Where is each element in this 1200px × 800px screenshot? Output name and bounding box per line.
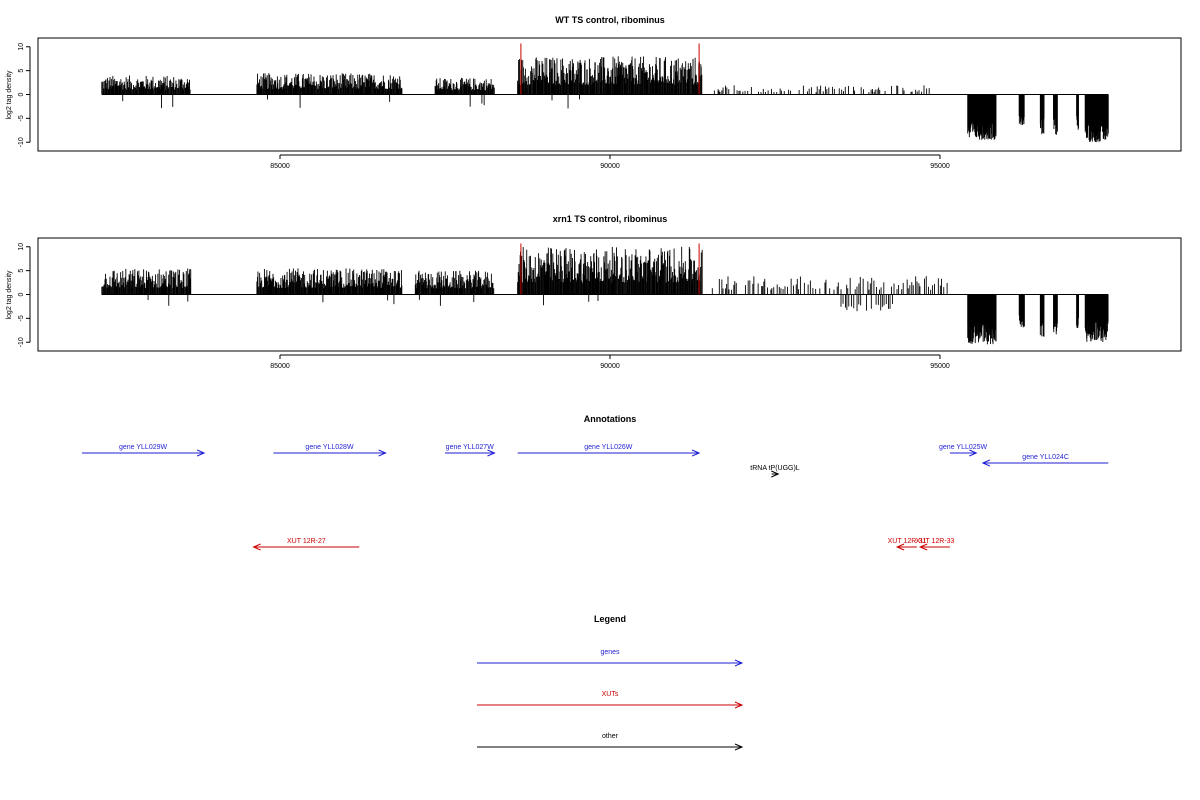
feature-label: gene YLL024C: [1022, 454, 1069, 461]
feature-label: gene YLL025W: [939, 444, 988, 451]
y-tick-label: -5: [18, 115, 25, 121]
arrow-head-icon: [981, 459, 991, 467]
legend-panel: Legend genes XUTs other: [477, 614, 744, 751]
annotation-features: gene YLL029W gene YLL028W gene YLL027W gene…: [82, 444, 1109, 551]
wt-track-title: WT TS control, ribominus: [555, 15, 665, 25]
y-tick-label: 5: [18, 69, 25, 73]
arrow-head-icon: [691, 449, 701, 457]
x-tick-label: 90000: [600, 363, 620, 370]
legend-title: Legend: [594, 614, 626, 624]
x-tick-label: 85000: [270, 363, 290, 370]
legend-entry: genes: [477, 649, 744, 667]
x-tick-label: 90000: [600, 163, 620, 170]
wt-track-bars: [101, 43, 1109, 143]
wt-track-ylabel: log2 tag density: [6, 70, 13, 120]
arrow-head-icon: [734, 701, 744, 709]
x-tick-label: 95000: [930, 163, 950, 170]
xrn1-track-panel: xrn1 TS control, ribominus log2 tag dens…: [6, 214, 1182, 370]
feature-label: gene YLL027W: [446, 444, 495, 451]
xrn1-track-plot-frame: [37, 237, 1182, 352]
annotation-feature: gene YLL028W: [273, 444, 387, 457]
y-tick-label: -5: [18, 315, 25, 321]
wt-track-panel: WT TS control, ribominus log2 tag densit…: [6, 15, 1182, 170]
annotation-feature: gene YLL026W: [517, 444, 701, 457]
arrow-head-icon: [969, 449, 978, 457]
arrow-head-icon: [378, 449, 387, 457]
y-tick-label: -10: [18, 137, 25, 147]
legend-label: other: [602, 733, 619, 740]
xrn1-track-title: xrn1 TS control, ribominus: [553, 214, 668, 224]
arrow-head-icon: [196, 449, 206, 457]
y-tick-label: 0: [18, 292, 25, 296]
arrow-head-icon: [252, 543, 261, 551]
annotation-feature: XUT 12R-31: [888, 538, 927, 551]
annotation-feature: gene YLL027W: [445, 444, 496, 457]
xrn1-track-y-axis: 10 5 0 -5 -10: [18, 243, 31, 347]
feature-label: gene YLL028W: [305, 444, 354, 451]
xrn1-track-x-axis: 85000 90000 95000: [270, 354, 950, 370]
legend-label: genes: [600, 649, 620, 656]
annotation-feature: tRNA tP(UGG)L: [750, 465, 800, 478]
feature-label: gene YLL026W: [584, 444, 633, 451]
arrow-head-icon: [734, 743, 744, 751]
feature-label: XUT 12R-27: [287, 538, 326, 545]
x-tick-label: 95000: [930, 363, 950, 370]
feature-label: XUT 12R-31: [888, 538, 927, 545]
y-tick-label: 0: [18, 92, 25, 96]
x-tick-label: 85000: [270, 163, 290, 170]
y-tick-label: 10: [18, 243, 25, 251]
arrow-head-icon: [487, 449, 496, 457]
annotation-feature: gene YLL024C: [981, 454, 1109, 467]
wt-track-x-axis: 85000 90000 95000: [270, 154, 950, 170]
feature-label: tRNA tP(UGG)L: [750, 465, 800, 472]
arrow-head-icon: [771, 470, 780, 478]
legend-label: XUTs: [602, 691, 619, 698]
feature-label: XUT 12R-33: [916, 538, 955, 545]
legend-entries: genes XUTs other: [477, 649, 744, 751]
arrow-head-icon: [734, 659, 744, 667]
annotation-feature: gene YLL029W: [82, 444, 206, 457]
y-tick-label: 5: [18, 269, 25, 273]
annotation-feature: XUT 12R-27: [252, 538, 360, 551]
wt-track-plot-frame: [37, 37, 1182, 152]
legend-entry: other: [477, 733, 744, 751]
legend-entry: XUTs: [477, 691, 744, 709]
annotations-title: Annotations: [584, 414, 637, 424]
annotation-feature: XUT 12R-33: [916, 538, 955, 551]
arrow-head-icon: [918, 543, 928, 551]
annotations-panel: Annotations gene YLL029W gene YLL028W gene…: [82, 414, 1109, 551]
y-tick-label: -10: [18, 337, 25, 347]
annotation-feature: gene YLL025W: [939, 444, 988, 457]
xrn1-track-ylabel: log2 tag density: [6, 270, 13, 320]
y-tick-label: 10: [18, 43, 25, 51]
feature-label: gene YLL029W: [119, 444, 168, 451]
xrn1-track-bars: [101, 243, 1109, 345]
arrow-head-icon: [895, 543, 905, 551]
wt-track-y-axis: 10 5 0 -5 -10: [18, 43, 31, 147]
